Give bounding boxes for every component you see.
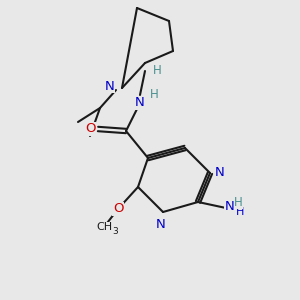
Text: N: N bbox=[135, 97, 145, 110]
Text: 3: 3 bbox=[112, 227, 118, 236]
Text: N: N bbox=[225, 200, 235, 214]
Text: O: O bbox=[113, 202, 123, 215]
Text: N: N bbox=[156, 218, 166, 230]
Text: N: N bbox=[215, 167, 225, 179]
Text: CH: CH bbox=[96, 222, 112, 232]
Text: N: N bbox=[104, 80, 114, 92]
Text: H: H bbox=[236, 207, 244, 217]
Text: H: H bbox=[153, 64, 161, 77]
Text: O: O bbox=[85, 122, 95, 136]
Text: H: H bbox=[234, 196, 243, 208]
Text: H: H bbox=[150, 88, 158, 101]
